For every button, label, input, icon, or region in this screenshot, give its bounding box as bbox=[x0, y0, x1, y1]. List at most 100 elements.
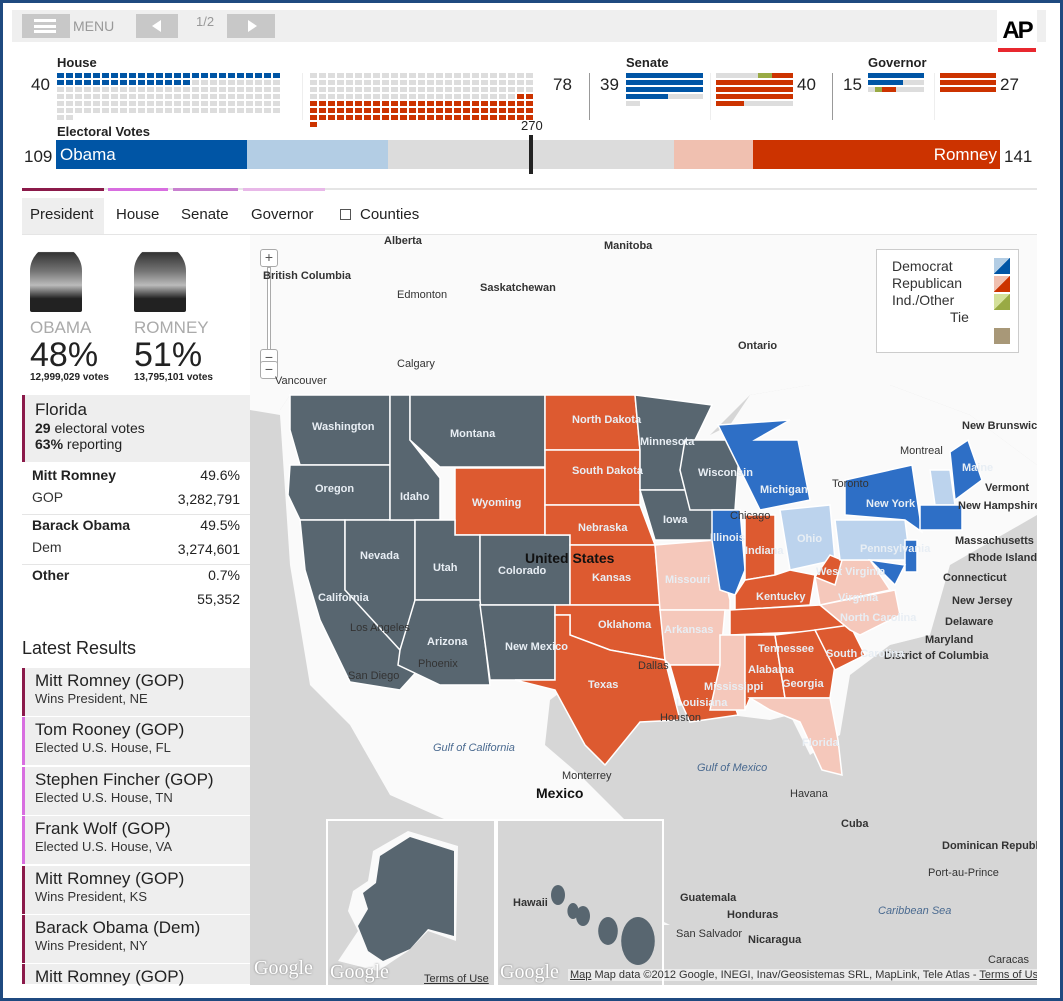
latest-result-item[interactable]: Mitt Romney (GOP) bbox=[22, 964, 250, 986]
counties-toggle[interactable]: Counties bbox=[332, 198, 427, 234]
seat-square bbox=[400, 73, 407, 78]
seat-square bbox=[310, 87, 317, 92]
tab-color-strip bbox=[22, 188, 104, 191]
state-new-jersey[interactable] bbox=[904, 539, 918, 573]
top-toolbar: MENU 1/2 bbox=[12, 10, 1046, 42]
map-label: Idaho bbox=[400, 491, 430, 503]
seat-square bbox=[436, 73, 443, 78]
seat-square bbox=[875, 80, 882, 85]
state-new-england[interactable] bbox=[919, 504, 963, 531]
map-label: Guatemala bbox=[680, 892, 737, 904]
tab-senate[interactable]: Senate bbox=[181, 206, 229, 223]
seat-square bbox=[454, 108, 461, 113]
menu-button[interactable] bbox=[22, 14, 70, 38]
zoom-control[interactable]: + − − bbox=[260, 249, 278, 379]
latest-result-item[interactable]: Barack Obama (Dem) Wins President, NY bbox=[22, 915, 250, 963]
zoom-in-button[interactable]: + bbox=[260, 249, 278, 267]
seat-square bbox=[472, 94, 479, 99]
seat-square bbox=[156, 101, 163, 106]
map-label: Iowa bbox=[663, 514, 688, 526]
map-link[interactable]: Map bbox=[570, 969, 592, 981]
seat-square bbox=[472, 108, 479, 113]
seat-square bbox=[682, 80, 689, 85]
state-georgia[interactable] bbox=[774, 629, 836, 699]
state-alaska[interactable] bbox=[358, 837, 454, 961]
seat-square bbox=[165, 108, 172, 113]
state-florida[interactable] bbox=[747, 697, 843, 776]
seat-square bbox=[192, 80, 199, 85]
seat-square bbox=[174, 94, 181, 99]
map-label: Edmonton bbox=[397, 289, 448, 301]
map-label: Port-au-Prince bbox=[928, 867, 999, 879]
menu-label[interactable]: MENU bbox=[73, 18, 115, 34]
seat-square bbox=[868, 73, 875, 78]
seat-square bbox=[526, 101, 533, 106]
seat-square bbox=[765, 87, 772, 92]
map-label: Gulf of California bbox=[433, 742, 515, 754]
tab-president[interactable]: President bbox=[22, 198, 104, 234]
state-south-dakota[interactable] bbox=[544, 449, 641, 506]
state-maine[interactable] bbox=[949, 438, 983, 502]
latest-result-item[interactable]: Tom Rooney (GOP) Elected U.S. House, FL bbox=[22, 717, 250, 766]
seat-square bbox=[201, 94, 208, 99]
seat-square bbox=[626, 101, 633, 106]
map-label: Georgia bbox=[782, 678, 824, 690]
alaska-inset[interactable]: Google Terms of Use bbox=[326, 819, 496, 985]
seat-square bbox=[138, 94, 145, 99]
seat-square bbox=[364, 101, 371, 106]
seat-square bbox=[499, 73, 506, 78]
seat-square bbox=[328, 87, 335, 92]
seat-square bbox=[192, 108, 199, 113]
map-canvas[interactable] bbox=[250, 235, 1037, 985]
obama-lean-segment bbox=[247, 140, 388, 169]
seat-square bbox=[675, 87, 682, 92]
seat-square bbox=[310, 73, 317, 78]
next-page-button[interactable] bbox=[227, 14, 275, 38]
state-michigan[interactable] bbox=[716, 419, 811, 511]
state-arkansas[interactable] bbox=[659, 609, 726, 666]
latest-result-item[interactable]: Stephen Fincher (GOP) Elected U.S. House,… bbox=[22, 766, 250, 815]
counties-checkbox[interactable] bbox=[340, 209, 351, 220]
latest-result-item[interactable]: Frank Wolf (GOP) Elected U.S. House, VA bbox=[22, 816, 250, 865]
seat-square bbox=[273, 94, 280, 99]
seat-square bbox=[382, 73, 389, 78]
terms-link[interactable]: Terms of Use bbox=[424, 973, 489, 985]
latest-result-item[interactable]: Mitt Romney (GOP) Wins President, KS bbox=[22, 865, 250, 914]
state-montana[interactable] bbox=[409, 394, 546, 468]
seat-square bbox=[508, 94, 515, 99]
tab-house[interactable]: House bbox=[116, 206, 160, 223]
seat-square bbox=[968, 87, 975, 92]
state-new-york[interactable] bbox=[844, 464, 924, 534]
seat-square bbox=[111, 73, 118, 78]
tab-governor[interactable]: Governor bbox=[251, 206, 314, 223]
state-missouri[interactable] bbox=[654, 539, 731, 611]
state-texas[interactable] bbox=[514, 614, 681, 767]
row-party: Dem bbox=[32, 539, 62, 555]
map-label: New Hampshire bbox=[958, 500, 1037, 512]
state-south-carolina[interactable] bbox=[813, 624, 867, 672]
results-map[interactable]: + − − Democrat Republican Ind./Other Tie… bbox=[250, 235, 1037, 985]
seat-square bbox=[373, 80, 380, 85]
seat-square bbox=[647, 94, 654, 99]
latest-result-item[interactable]: Mitt Romney (GOP) Wins President, NE bbox=[22, 668, 250, 716]
legend-other: Ind./Other bbox=[892, 292, 955, 308]
seat-square bbox=[454, 80, 461, 85]
zoom-out-button[interactable]: − bbox=[260, 361, 278, 379]
romney-bar-label: Romney bbox=[933, 145, 997, 164]
seat-square bbox=[508, 80, 515, 85]
seat-square bbox=[481, 94, 488, 99]
map-label: Colorado bbox=[498, 565, 547, 577]
seat-square bbox=[633, 73, 640, 78]
state-vermont-new-hampshire[interactable] bbox=[929, 469, 956, 506]
state-mississippi[interactable] bbox=[709, 634, 746, 711]
map-label: Wyoming bbox=[472, 497, 522, 509]
prev-page-button[interactable] bbox=[136, 14, 178, 38]
seat-square bbox=[165, 80, 172, 85]
state-arizona[interactable] bbox=[397, 599, 491, 686]
seat-square bbox=[640, 80, 647, 85]
hawaii-inset[interactable]: Google bbox=[496, 819, 664, 985]
seat-square bbox=[201, 80, 208, 85]
seat-square bbox=[174, 108, 181, 113]
terms-link[interactable]: Terms of Use bbox=[979, 969, 1037, 981]
state-maryland-delaware[interactable] bbox=[867, 558, 907, 587]
